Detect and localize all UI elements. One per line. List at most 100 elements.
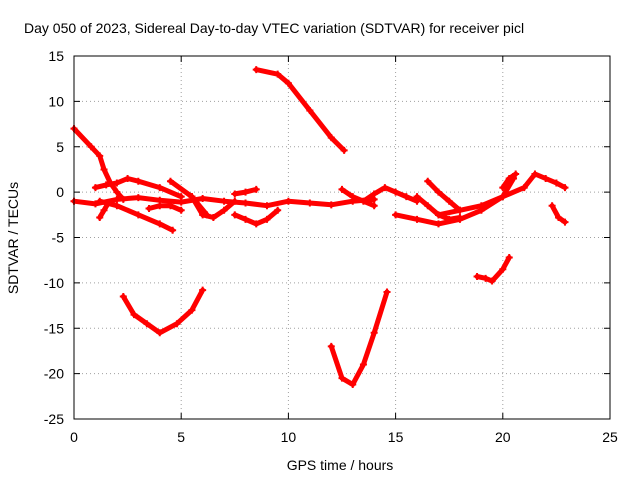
series-arc-14 <box>359 184 421 205</box>
series-line <box>253 67 347 153</box>
data-point <box>134 177 142 185</box>
series-arc-21 <box>499 170 520 192</box>
data-point <box>91 200 99 208</box>
data-point <box>166 202 174 210</box>
data-point <box>104 199 112 207</box>
data-point <box>383 288 391 296</box>
series-line <box>425 178 463 213</box>
series-line <box>146 203 184 213</box>
data-point <box>130 311 138 319</box>
data-point <box>359 361 367 369</box>
data-point <box>499 184 507 192</box>
data-point <box>473 273 481 281</box>
data-point <box>188 193 196 201</box>
data-point <box>505 253 513 261</box>
data-point <box>113 188 121 196</box>
series-arc-12 <box>327 288 391 389</box>
series-arc-9 <box>231 206 282 228</box>
data-point <box>124 175 132 183</box>
data-point <box>370 329 378 337</box>
data-point <box>413 215 421 223</box>
series-arc-13 <box>338 185 378 210</box>
series-arc-8 <box>188 193 239 222</box>
series-arc-22 <box>145 202 185 214</box>
data-point <box>96 197 104 205</box>
series-arc-11 <box>252 66 348 154</box>
data-point <box>499 193 507 201</box>
x-tick-label: 5 <box>177 429 185 445</box>
data-point <box>231 197 239 205</box>
data-point <box>242 199 250 207</box>
data-point <box>512 170 520 178</box>
data-point <box>113 195 121 203</box>
data-point <box>349 193 357 201</box>
data-point <box>209 214 217 222</box>
y-tick-label: 10 <box>48 93 64 109</box>
x-tick-label: 20 <box>495 429 511 445</box>
data-point <box>370 202 378 210</box>
grid <box>74 56 610 419</box>
series-arc-1 <box>70 125 127 203</box>
data-point <box>561 184 569 192</box>
data-point <box>166 177 174 185</box>
data-point <box>156 202 164 210</box>
data-point <box>499 265 507 273</box>
data-point <box>199 286 207 294</box>
y-tick-label: 0 <box>56 184 64 200</box>
x-tick-label: 0 <box>70 429 78 445</box>
data-point <box>445 197 453 205</box>
data-point <box>156 184 164 192</box>
data-point <box>91 184 99 192</box>
y-axis-label: SDTVAR / TECUs <box>5 182 21 294</box>
series-arc-3 <box>96 197 177 234</box>
data-point <box>173 320 181 328</box>
data-point <box>96 152 104 160</box>
data-point <box>555 214 563 222</box>
data-point <box>392 188 400 196</box>
data-point <box>370 190 378 198</box>
series-arc-7 <box>119 286 207 337</box>
data-point <box>199 211 207 219</box>
data-point <box>456 206 464 214</box>
data-point <box>231 190 239 198</box>
data-point <box>488 277 496 285</box>
data-point <box>263 215 271 223</box>
data-point <box>327 134 335 142</box>
data-point <box>242 215 250 223</box>
y-tick-label: -15 <box>44 320 64 336</box>
x-axis-label: GPS time / hours <box>287 457 394 473</box>
data-point <box>434 220 442 228</box>
data-point <box>177 206 185 214</box>
data-series <box>70 66 569 389</box>
data-point <box>102 181 110 189</box>
data-point <box>561 218 569 226</box>
data-point <box>327 201 335 209</box>
series-arc-10 <box>231 185 260 198</box>
data-point <box>327 342 335 350</box>
data-point <box>134 194 142 202</box>
data-point <box>252 220 260 228</box>
data-point <box>424 202 432 210</box>
data-point <box>231 211 239 219</box>
data-point <box>156 329 164 337</box>
data-point <box>263 202 271 210</box>
series-line <box>328 289 390 387</box>
data-point <box>113 202 121 210</box>
axis-ticks: 0 5 10 15 20 25 15 10 5 0 -5 -10 -15 -20 -25 <box>44 48 618 445</box>
data-point <box>156 220 164 228</box>
data-point <box>434 188 442 196</box>
data-point <box>242 188 250 196</box>
data-point <box>381 184 389 192</box>
y-tick-label: -20 <box>44 366 64 382</box>
data-point <box>306 106 314 114</box>
data-point <box>274 70 282 78</box>
data-point <box>100 206 108 214</box>
data-point <box>349 381 357 389</box>
data-point <box>359 197 367 205</box>
chart-title: Day 050 of 2023, Sidereal Day-to-day VTE… <box>24 20 524 36</box>
data-point <box>413 193 421 201</box>
data-point <box>220 197 228 205</box>
series-arc-18 <box>434 170 569 219</box>
